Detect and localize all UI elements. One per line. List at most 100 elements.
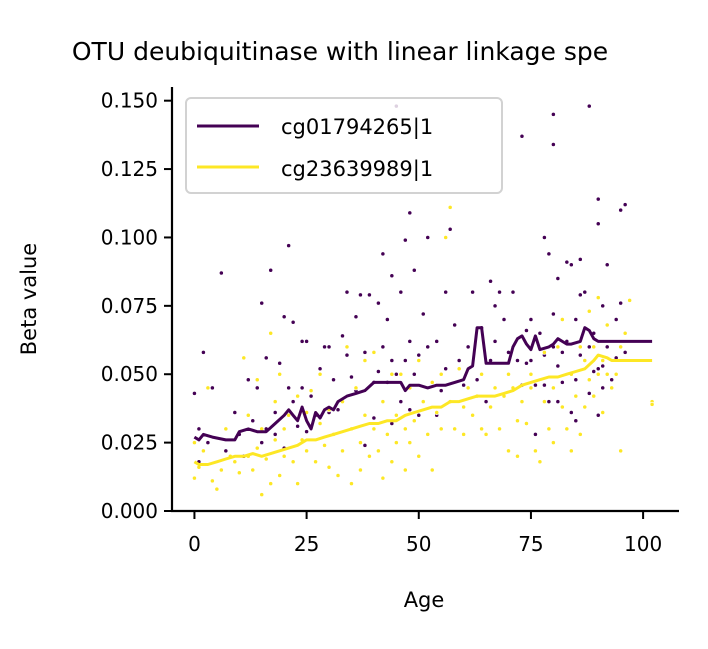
scatter-point-series-2: [550, 385, 556, 391]
scatter-point-series-2: [541, 399, 547, 405]
scatter-point-series-1: [488, 278, 494, 284]
scatter-point-series-1: [447, 226, 453, 232]
scatter-point-series-2: [411, 418, 417, 424]
scatter-point-series-2: [627, 297, 633, 303]
chart-title: OTU deubiquitinase with linear linkage s…: [72, 37, 608, 66]
scatter-point-series-2: [407, 440, 413, 446]
scatter-point-series-1: [290, 399, 296, 405]
scatter-point-series-1: [331, 377, 336, 383]
scatter-point-series-1: [375, 300, 381, 306]
y-tick-label: 0.025: [101, 431, 158, 455]
scatter-point-series-1: [497, 289, 502, 295]
scatter-point-series-1: [456, 358, 462, 363]
scatter-point-series-1: [380, 344, 386, 350]
scatter-point-series-1: [380, 251, 386, 257]
scatter-point-series-2: [402, 467, 408, 473]
scatter-point-series-1: [483, 399, 489, 405]
scatter-point-series-1: [299, 385, 305, 391]
scatter-point-series-1: [438, 388, 444, 394]
scatter-point-series-1: [595, 221, 601, 227]
scatter-point-series-1: [223, 448, 229, 454]
scatter-point-series-2: [591, 344, 597, 350]
scatter-point-series-1: [537, 330, 543, 336]
scatter-point-series-2: [559, 317, 565, 322]
scatter-point-series-2: [600, 358, 606, 363]
scatter-point-series-1: [550, 311, 556, 317]
scatter-point-series-2: [456, 366, 462, 372]
scatter-point-series-2: [357, 467, 363, 473]
scatter-point-series-2: [281, 453, 287, 459]
legend-label-series-2: cg23639989|1: [281, 157, 433, 182]
scatter-point-series-1: [393, 371, 399, 377]
legend: cg01794265|1 cg23639989|1: [185, 97, 503, 194]
scatter-point-series-1: [555, 399, 561, 405]
scatter-point-series-1: [492, 338, 498, 344]
y-tick-label: 0.125: [101, 157, 158, 181]
scatter-point-series-1: [515, 358, 520, 363]
scatter-point-series-2: [564, 426, 570, 432]
scatter-point-series-2: [272, 399, 278, 405]
scatter-point-series-1: [568, 262, 574, 268]
scatter-point-series-2: [375, 448, 381, 454]
scatter-point-series-1: [425, 235, 431, 240]
scatter-point-series-1: [524, 360, 529, 366]
scatter-point-series-2: [470, 412, 476, 418]
scatter-point-series-1: [452, 322, 458, 328]
scatter-point-series-1: [407, 210, 413, 216]
scatter-point-series-1: [411, 267, 417, 273]
scatter-point-series-1: [465, 344, 471, 350]
scatter-point-series-1: [604, 262, 610, 268]
trend-lines: [193, 326, 653, 466]
scatter-point-series-2: [595, 371, 601, 377]
scatter-point-series-1: [510, 289, 516, 295]
scatter-point-series-2: [214, 486, 220, 492]
scatter-point-series-1: [559, 379, 565, 385]
y-axis-label: Beta value: [17, 243, 41, 355]
scatter-point-series-1: [362, 349, 368, 355]
scatter-point-series-2: [353, 385, 359, 391]
scatter-point-series-2: [366, 453, 372, 459]
scatter-point-series-2: [259, 492, 265, 498]
scatter-point-series-1: [299, 338, 305, 344]
scatter-point-series-1: [304, 338, 310, 344]
scatter-point-series-1: [245, 377, 251, 383]
scatter-point-series-2: [317, 371, 323, 377]
scatter-point-series-2: [326, 464, 332, 470]
scatter-point-series-1: [555, 276, 561, 281]
scatter-point-series-1: [573, 317, 579, 322]
scatter-point-series-1: [357, 292, 363, 298]
scatter-point-series-1: [200, 349, 206, 355]
scatter-point-series-2: [613, 371, 619, 377]
scatter-point-series-2: [191, 440, 197, 446]
scatter-point-series-2: [295, 481, 301, 487]
y-tick-label: 0.100: [101, 225, 158, 249]
scatter-point-series-1: [362, 442, 368, 448]
scatter-point-series-1: [281, 314, 287, 320]
legend-label-series-1: cg01794265|1: [281, 115, 433, 140]
scatter-point-series-1: [577, 292, 583, 298]
scatter-point-series-2: [609, 385, 615, 391]
scatter-point-series-1: [326, 344, 332, 350]
scatter-point-series-1: [277, 360, 283, 366]
scatter-point-series-1: [371, 415, 377, 421]
scatter-point-series-2: [479, 371, 485, 377]
scatter-point-series-2: [218, 467, 224, 473]
scatter-point-series-2: [272, 437, 278, 443]
scatter-point-series-2: [586, 377, 592, 383]
scatter-point-series-1: [416, 412, 422, 418]
scatter-point-series-2: [604, 371, 610, 377]
scatter-point-series-2: [209, 478, 215, 484]
scatter-point-series-1: [461, 382, 467, 388]
scatter-point-series-1: [402, 237, 408, 243]
x-tick-label: 25: [294, 532, 319, 556]
scatter-point-series-1: [618, 207, 624, 213]
scatter-point-series-2: [250, 467, 256, 473]
scatter-point-series-2: [600, 410, 606, 415]
scatter-point-series-1: [577, 352, 583, 358]
scatter-point-series-1: [272, 431, 278, 437]
scatter-point-series-2: [281, 426, 287, 432]
scatter-point-series-1: [340, 333, 345, 339]
scatter-point-series-1: [407, 338, 413, 344]
scatter-point-series-2: [286, 412, 292, 418]
scatter-point-series-1: [573, 377, 579, 383]
